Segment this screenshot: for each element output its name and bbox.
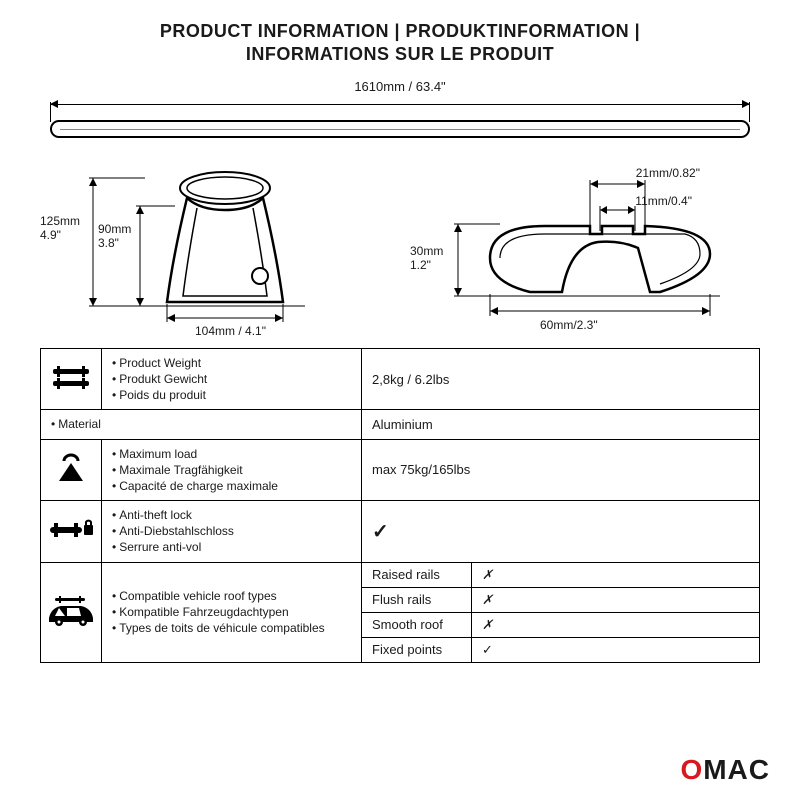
- roof-opt-0-val: ✗: [472, 562, 760, 587]
- material-label-text: Material: [51, 416, 351, 432]
- weight-value: 2,8kg / 6.2lbs: [362, 348, 760, 410]
- cross-height: 30mm 1.2": [410, 244, 443, 273]
- roof-opt-2-name: Smooth roof: [362, 612, 472, 637]
- material-label: Material: [41, 410, 362, 439]
- overall-length-label: 1610mm / 63.4": [40, 79, 760, 94]
- maxload-value: max 75kg/165lbs: [362, 439, 760, 501]
- lock-label-de: Anti-Diebstahlschloss: [112, 523, 351, 539]
- foot-height-outer: 125mm 4.9": [40, 214, 80, 243]
- maxload-label-fr: Capacité de charge maximale: [112, 478, 351, 494]
- foot-profile-diagram: 125mm 4.9" 90mm 3.8": [40, 166, 390, 336]
- roof-opt-1-name: Flush rails: [362, 587, 472, 612]
- lock-labels: Anti-theft lock Anti-Diebstahlschloss Se…: [102, 501, 362, 563]
- foot-profile-svg: [85, 166, 345, 326]
- title-line-1: PRODUCT INFORMATION | PRODUKTINFORMATION…: [160, 21, 640, 41]
- page-title: PRODUCT INFORMATION | PRODUKTINFORMATION…: [40, 20, 760, 67]
- crossbar-illustration: [50, 120, 750, 138]
- weight-label-de: Produkt Gewicht: [112, 371, 351, 387]
- lock-value: ✓: [362, 501, 760, 563]
- length-dimension-line: [50, 104, 750, 105]
- roof-opt-3-val: ✓: [472, 637, 760, 662]
- title-line-2: INFORMATIONS SUR LE PRODUIT: [246, 44, 554, 64]
- car-icon: [41, 562, 102, 662]
- row-material: Material Aluminium: [41, 410, 760, 439]
- brand-accent: O: [680, 754, 703, 785]
- row-roof-1: Compatible vehicle roof types Kompatible…: [41, 562, 760, 587]
- row-lock: Anti-theft lock Anti-Diebstahlschloss Se…: [41, 501, 760, 563]
- brand-logo: OMAC: [680, 754, 770, 786]
- roof-opt-0-name: Raised rails: [362, 562, 472, 587]
- crossbar-length-diagram: [40, 98, 760, 148]
- bars-weight-icon: [41, 348, 102, 410]
- spec-table: Product Weight Produkt Gewicht Poids du …: [40, 348, 760, 663]
- maxload-labels: Maximum load Maximale Tragfähigkeit Capa…: [102, 439, 362, 501]
- lock-label-en: Anti-theft lock: [112, 507, 351, 523]
- weight-label-en: Product Weight: [112, 355, 351, 371]
- maxload-label-de: Maximale Tragfähigkeit: [112, 462, 351, 478]
- material-value: Aluminium: [362, 410, 760, 439]
- roof-labels: Compatible vehicle roof types Kompatible…: [102, 562, 362, 662]
- maxload-label-en: Maximum load: [112, 446, 351, 462]
- roof-opt-2-val: ✗: [472, 612, 760, 637]
- kettlebell-icon: [41, 439, 102, 501]
- roof-opt-1-val: ✗: [472, 587, 760, 612]
- brand-rest: MAC: [703, 754, 770, 785]
- roof-label-en: Compatible vehicle roof types: [112, 588, 351, 604]
- cross-section-svg: [450, 176, 750, 336]
- cross-section-diagram: 21mm/0.82" 11mm/0.4" 30mm 1.2" 60mm/2.3": [410, 166, 760, 336]
- roof-opt-3-name: Fixed points: [362, 637, 472, 662]
- lock-icon: [41, 501, 102, 563]
- weight-labels: Product Weight Produkt Gewicht Poids du …: [102, 348, 362, 410]
- foot-width: 104mm / 4.1": [195, 324, 266, 338]
- lock-label-fr: Serrure anti-vol: [112, 539, 351, 555]
- row-weight: Product Weight Produkt Gewicht Poids du …: [41, 348, 760, 410]
- roof-label-fr: Types de toits de véhicule compatibles: [112, 620, 351, 636]
- row-maxload: Maximum load Maximale Tragfähigkeit Capa…: [41, 439, 760, 501]
- roof-label-de: Kompatible Fahrzeugdachtypen: [112, 604, 351, 620]
- weight-label-fr: Poids du produit: [112, 387, 351, 403]
